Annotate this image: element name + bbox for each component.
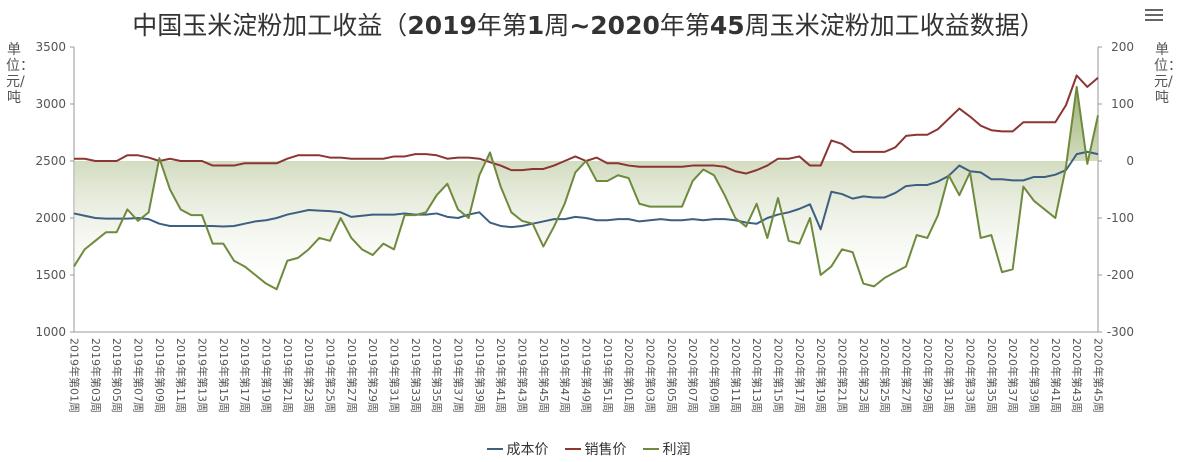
chart-title-part: ~2020 xyxy=(569,11,660,40)
right-y-tick-label: 200 xyxy=(1111,40,1134,54)
series-line-成本价[interactable] xyxy=(73,150,1099,231)
right-y-tick-label: 100 xyxy=(1111,97,1134,111)
legend-line-icon xyxy=(486,448,503,450)
chart-title-part: 周 xyxy=(544,11,570,40)
x-tick-label: 2019年第15周 xyxy=(217,338,231,413)
x-tick-label: 2019年第37周 xyxy=(452,338,466,413)
series-line-利润[interactable] xyxy=(73,85,1099,291)
x-tick-label: 2019年第45周 xyxy=(537,338,551,413)
x-tick-label: 2019年第27周 xyxy=(345,338,359,413)
chart-title-part: 周玉米淀粉加工收益数据） xyxy=(744,11,1045,40)
x-tick-label: 2020年第11周 xyxy=(729,338,743,413)
chart-title-part: 中国玉米淀粉加工收益（ xyxy=(132,11,408,40)
x-tick-label: 2020年第45周 xyxy=(1092,338,1106,413)
x-tick-label: 2020年第21周 xyxy=(836,338,850,413)
series-line-销售价[interactable] xyxy=(74,74,1099,175)
x-tick-label: 2020年第27周 xyxy=(900,338,914,413)
chart-title-part: 45 xyxy=(709,11,745,40)
chart-title-part: 年第 xyxy=(476,11,527,40)
right-y-tick-label: -200 xyxy=(1107,268,1134,282)
legend-item[interactable]: 利润 xyxy=(642,439,691,459)
x-tick-label: 2020年第33周 xyxy=(964,338,978,413)
chart-title-part: 1 xyxy=(526,11,545,40)
x-tick-label: 2020年第01周 xyxy=(622,338,636,413)
x-tick-label: 2019年第43周 xyxy=(516,338,530,413)
x-tick-label: 2020年第41周 xyxy=(1049,338,1063,413)
x-tick-label: 2019年第07周 xyxy=(132,338,146,413)
x-tick-label: 2019年第23周 xyxy=(302,338,316,413)
left-y-tick-label: 3000 xyxy=(35,97,66,111)
x-tick-label: 2019年第41周 xyxy=(494,338,508,413)
left-y-tick-label: 3500 xyxy=(35,40,66,54)
legend-line-icon xyxy=(564,448,581,450)
left-y-tick-label: 1000 xyxy=(35,325,66,339)
x-tick-label: 2019年第33周 xyxy=(409,338,423,413)
right-y-tick-label: -300 xyxy=(1107,325,1134,339)
x-tick-label: 2020年第15周 xyxy=(772,338,786,413)
x-tick-label: 2020年第09周 xyxy=(708,338,722,413)
left-y-tick-label: 2500 xyxy=(35,154,66,168)
x-tick-label: 2019年第35周 xyxy=(430,338,444,413)
x-tick-label: 2019年第17周 xyxy=(238,338,252,413)
legend-item[interactable]: 销售价 xyxy=(564,439,627,459)
legend-line-icon xyxy=(642,448,659,450)
x-tick-label: 2019年第05周 xyxy=(110,338,124,413)
x-tick-label: 2020年第25周 xyxy=(878,338,892,413)
chart-title-part: 年第 xyxy=(659,11,710,40)
x-tick-label: 2020年第43周 xyxy=(1070,338,1084,413)
chart-title: 中国玉米淀粉加工收益（2019年第1周~2020年第45周玉米淀粉加工收益数据） xyxy=(0,6,1177,42)
x-tick-label: 2020年第17周 xyxy=(793,338,807,413)
x-tick-label: 2019年第03周 xyxy=(89,338,103,413)
x-tick-label: 2019年第11周 xyxy=(174,338,188,413)
x-tick-label: 2020年第37周 xyxy=(1006,338,1020,413)
x-tick-label: 2020年第35周 xyxy=(985,338,999,413)
x-tick-label: 2019年第39周 xyxy=(473,338,487,413)
x-tick-label: 2019年第29周 xyxy=(366,338,380,413)
x-tick-label: 2019年第25周 xyxy=(324,338,338,413)
x-tick-label: 2019年第01周 xyxy=(68,338,82,413)
legend-label: 销售价 xyxy=(584,442,627,458)
x-tick-label: 2020年第07周 xyxy=(686,338,700,413)
chart-title-part: 2019 xyxy=(407,11,477,40)
x-tick-label: 2019年第21周 xyxy=(281,338,295,413)
x-tick-label: 2020年第03周 xyxy=(644,338,658,413)
left-y-tick-label: 1500 xyxy=(35,268,66,282)
x-tick-label: 2019年第31周 xyxy=(388,338,402,413)
legend-label: 利润 xyxy=(662,442,691,458)
x-tick-label: 2019年第51周 xyxy=(601,338,615,413)
chart-legend: 成本价 销售价 利润 xyxy=(0,438,1177,459)
x-tick-label: 2020年第13周 xyxy=(750,338,764,413)
right-y-tick-label: 0 xyxy=(1126,154,1134,168)
legend-label: 成本价 xyxy=(506,442,549,458)
x-tick-label: 2020年第19周 xyxy=(814,338,828,413)
x-tick-label: 2019年第19周 xyxy=(260,338,274,413)
x-tick-label: 2020年第05周 xyxy=(665,338,679,413)
legend-item[interactable]: 成本价 xyxy=(486,439,549,459)
x-tick-label: 2020年第31周 xyxy=(942,338,956,413)
hamburger-menu-icon[interactable] xyxy=(1145,6,1163,22)
x-tick-label: 2019年第47周 xyxy=(558,338,572,413)
x-tick-label: 2019年第49周 xyxy=(580,338,594,413)
right-y-tick-label: -100 xyxy=(1107,211,1134,225)
x-tick-label: 2020年第29周 xyxy=(921,338,935,413)
x-tick-label: 2019年第09周 xyxy=(153,338,167,413)
x-tick-label: 2020年第39周 xyxy=(1028,338,1042,413)
x-tick-label: 2019年第13周 xyxy=(196,338,210,413)
x-tick-label: 2020年第23周 xyxy=(857,338,871,413)
left-y-tick-label: 2000 xyxy=(35,211,66,225)
